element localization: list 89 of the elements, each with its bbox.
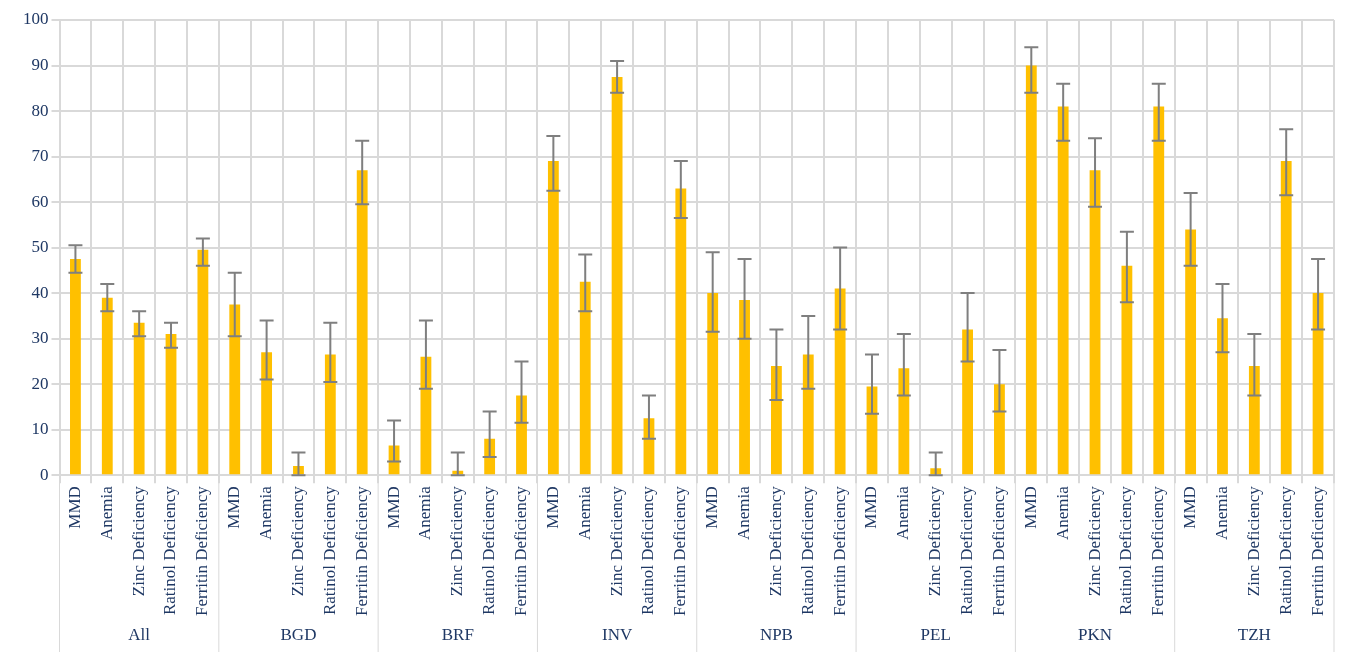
x-tick-label: Ratinol Deficiency: [1275, 485, 1295, 616]
x-tick-label: Zinc Deficiency: [128, 485, 148, 597]
x-tick-label: MMD: [1020, 486, 1040, 529]
x-tick-label: MMD: [64, 486, 84, 529]
x-tick-label: Anemia: [1052, 485, 1072, 541]
bar: [101, 297, 113, 475]
bar: [1153, 106, 1165, 475]
bar: [898, 368, 910, 475]
y-tick-label: 70: [31, 146, 49, 166]
text: INV: [601, 625, 633, 645]
bar: [1089, 170, 1101, 475]
x-tick-label: Zinc Deficiency: [287, 485, 307, 597]
bar: [133, 322, 145, 475]
text: BRF: [441, 625, 474, 645]
bar: [994, 384, 1005, 475]
x-tick-label: Anemia: [734, 485, 754, 541]
bar: [834, 288, 846, 475]
text: All: [128, 625, 151, 645]
bar: [516, 395, 527, 475]
bar: [611, 76, 623, 475]
bar: [324, 354, 336, 475]
x-tick-label: Ratinol Deficiency: [479, 485, 499, 616]
x-tick-label: Anemia: [1211, 485, 1231, 541]
text: PEL: [920, 625, 951, 645]
x-tick-label: Ferritin Deficiency: [988, 485, 1008, 616]
x-tick-label: Anemia: [96, 485, 116, 541]
x-tick-label: Ratinol Deficiency: [160, 485, 180, 616]
x-tick-label: Ferritin Deficiency: [351, 485, 371, 616]
y-tick-label: 50: [31, 237, 49, 257]
bar: [675, 188, 687, 475]
y-tick-label: 30: [31, 328, 49, 348]
x-tick-label: MMD: [542, 486, 562, 529]
x-tick-label: Anemia: [893, 485, 913, 541]
x-tick-label: Ratinol Deficiency: [638, 485, 658, 616]
text: TZH: [1237, 625, 1271, 645]
text: PKN: [1078, 625, 1113, 645]
x-tick-label: Ferritin Deficiency: [1307, 485, 1327, 616]
x-tick-label: Ferritin Deficiency: [192, 485, 212, 616]
x-tick-label: Zinc Deficiency: [1084, 485, 1104, 597]
bar: [802, 354, 814, 475]
x-tick-label: MMD: [861, 486, 881, 529]
text: NPB: [759, 625, 793, 645]
bar: [547, 161, 559, 475]
bar: [1185, 229, 1197, 475]
x-tick-label: Anemia: [574, 485, 594, 541]
bar: [1280, 161, 1292, 475]
y-tick-label: 80: [31, 100, 49, 120]
x-tick-label: MMD: [702, 486, 722, 529]
y-tick-label: 90: [31, 54, 49, 74]
text: BGD: [280, 625, 317, 645]
bar: [770, 365, 782, 475]
x-tick-label: Ferritin Deficiency: [510, 485, 530, 616]
x-tick-label: Zinc Deficiency: [925, 485, 945, 597]
x-tick-label: Anemia: [415, 485, 435, 541]
bar: [356, 170, 368, 475]
bar: [579, 281, 591, 475]
bar: [229, 304, 241, 475]
x-tick-label: Ratinol Deficiency: [1116, 485, 1136, 616]
x-tick-label: MMD: [383, 486, 403, 529]
bar: [707, 293, 719, 475]
x-tick-label: MMD: [224, 486, 244, 529]
bar: [261, 352, 273, 475]
bar: [1025, 65, 1037, 475]
x-tick-label: MMD: [1180, 486, 1200, 529]
bar: [1248, 365, 1260, 475]
bar: [739, 299, 750, 475]
y-tick-label: 0: [40, 464, 49, 484]
bar: [1057, 106, 1069, 475]
y-tick-label: 60: [31, 191, 49, 211]
bar: [197, 249, 209, 475]
x-tick-label: Zinc Deficiency: [447, 485, 467, 597]
y-tick-label: 40: [31, 282, 49, 302]
x-tick-label: Zinc Deficiency: [1243, 485, 1263, 597]
x-tick-label: Ferritin Deficiency: [829, 485, 849, 616]
x-tick-label: Ferritin Deficiency: [670, 485, 690, 616]
y-tick-label: 100: [23, 9, 49, 29]
x-tick-label: Ratinol Deficiency: [797, 485, 817, 616]
bar: [962, 329, 973, 475]
x-tick-label: Anemia: [256, 485, 276, 541]
y-tick-label: 20: [31, 373, 49, 393]
bar: [1121, 265, 1133, 475]
y-tick-label: 10: [31, 419, 49, 439]
x-tick-label: Ferritin Deficiency: [1148, 485, 1168, 616]
bar: [70, 258, 81, 475]
bar: [1217, 318, 1228, 475]
x-tick-label: Ratinol Deficiency: [957, 485, 977, 616]
x-tick-label: Ratinol Deficiency: [319, 485, 339, 616]
x-tick-label: Zinc Deficiency: [765, 485, 785, 597]
x-tick-label: Zinc Deficiency: [606, 485, 626, 597]
